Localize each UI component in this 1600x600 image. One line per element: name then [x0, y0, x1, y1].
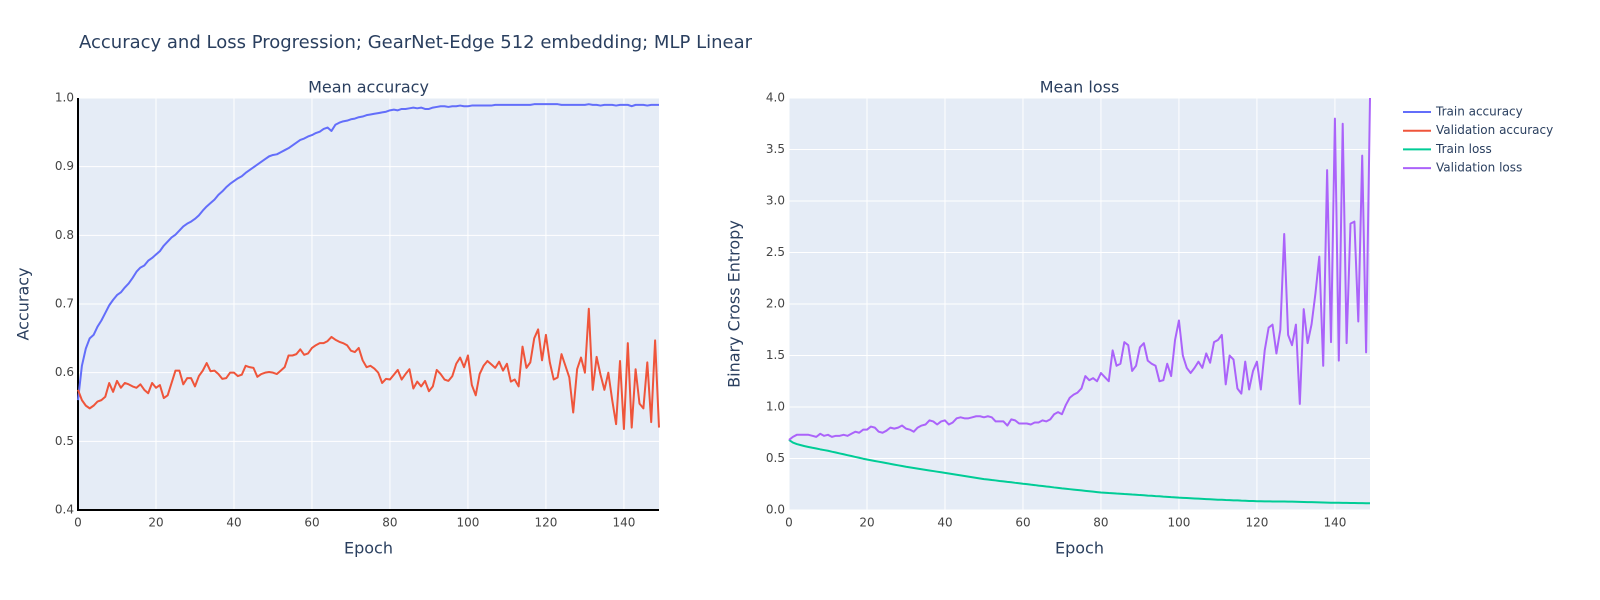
y-tick-label: 0.0 — [766, 503, 785, 517]
x-axis-title: Epoch — [1055, 539, 1104, 558]
y-tick-label: 0.8 — [55, 228, 74, 242]
y-tick-label: 0.5 — [766, 451, 785, 465]
y-tick-label: 0.6 — [55, 365, 74, 379]
x-tick-label: 100 — [456, 516, 479, 530]
y-tick-label: 3.5 — [766, 142, 785, 156]
legend-label: Train accuracy — [1435, 105, 1523, 119]
y-axis-title: Binary Cross Entropy — [725, 220, 744, 388]
y-tick-label: 0.5 — [55, 434, 74, 448]
y-tick-label: 0.7 — [55, 297, 74, 311]
x-tick-label: 120 — [1245, 516, 1268, 530]
x-tick-label: 60 — [1015, 516, 1030, 530]
x-tick-label: 80 — [1093, 516, 1108, 530]
series-line — [788, 439, 1371, 505]
x-axis-title: Epoch — [344, 539, 393, 558]
x-tick-label: 140 — [1323, 516, 1346, 530]
x-tick-label: 40 — [226, 516, 241, 530]
legend-label: Validation accuracy — [1436, 123, 1553, 137]
y-tick-label: 1.0 — [55, 91, 74, 105]
x-tick-label: 60 — [304, 516, 319, 530]
legend-label: Validation loss — [1436, 161, 1522, 175]
x-tick-label: 100 — [1167, 516, 1190, 530]
y-tick-label: 3.0 — [766, 194, 785, 208]
x-tick-label: 40 — [937, 516, 952, 530]
y-tick-label: 4.0 — [766, 91, 785, 105]
y-tick-label: 0.4 — [55, 503, 74, 517]
y-tick-label: 1.0 — [766, 400, 785, 414]
x-tick-label: 120 — [534, 516, 557, 530]
x-tick-label: 140 — [612, 516, 635, 530]
legend-label: Train loss — [1435, 142, 1492, 156]
y-tick-label: 0.9 — [55, 159, 74, 173]
y-tick-label: 2.0 — [766, 297, 785, 311]
figure-title: Accuracy and Loss Progression; GearNet-E… — [79, 32, 753, 53]
series-line — [77, 307, 660, 430]
x-tick-label: 0 — [74, 516, 82, 530]
x-tick-label: 20 — [859, 516, 874, 530]
series-line — [788, 97, 1371, 441]
subplot-title: Mean accuracy — [308, 78, 429, 97]
y-axis-title: Accuracy — [14, 267, 33, 340]
subplot-title: Mean loss — [1040, 78, 1120, 97]
series-line — [77, 103, 659, 401]
x-tick-label: 0 — [785, 516, 793, 530]
x-tick-label: 20 — [148, 516, 163, 530]
y-tick-label: 2.5 — [766, 245, 785, 259]
y-tick-label: 1.5 — [766, 348, 785, 362]
x-tick-label: 80 — [382, 516, 397, 530]
